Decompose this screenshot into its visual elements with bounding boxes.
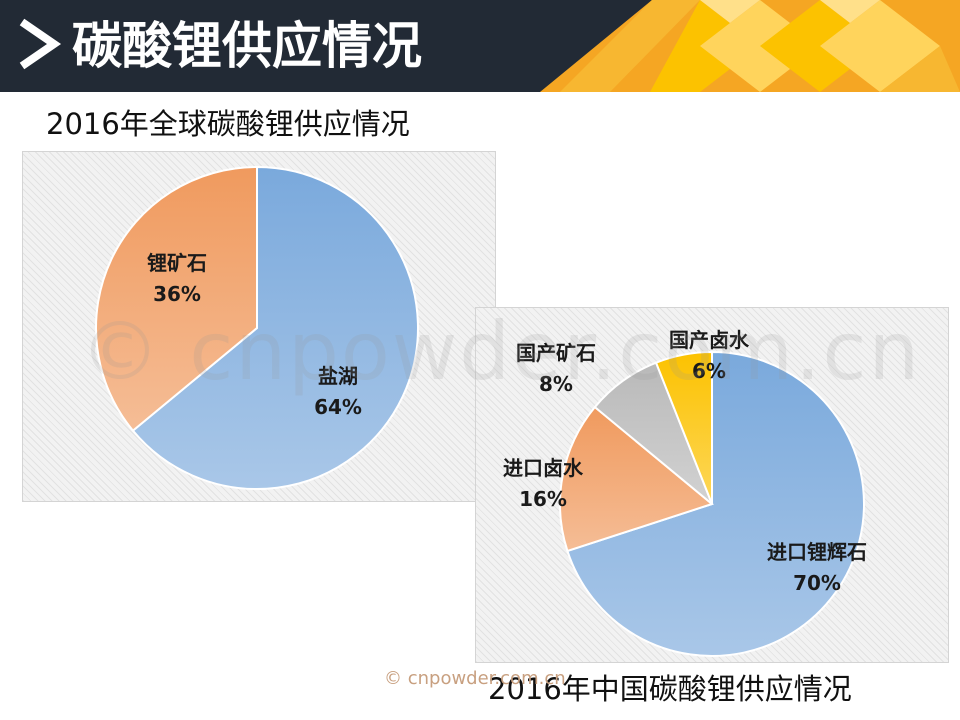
- chevron-right-icon: [19, 18, 62, 70]
- slice-label-进口卤水: 进口卤水: [503, 456, 584, 480]
- pie-slice-进口锂辉石: [566, 350, 865, 657]
- slice-value-盐湖: 64%: [314, 395, 362, 419]
- china-chart-title: 2016年中国碳酸锂供应情况: [488, 672, 852, 706]
- pie-slice-国产卤水: [654, 350, 713, 505]
- slice-value-锂矿石: 36%: [153, 282, 201, 306]
- header-banner: 碳酸锂供应情况: [0, 0, 960, 92]
- global-chart-title: 2016年全球碳酸锂供应情况: [46, 107, 410, 141]
- slice-value-国产卤水: 6%: [692, 359, 726, 383]
- slice-label-国产矿石: 国产矿石: [516, 341, 596, 365]
- pie-slice-锂矿石: [95, 165, 258, 433]
- header-divider: [0, 92, 960, 96]
- header-pattern: [540, 0, 960, 92]
- watermark: © cnpowder.com.cn: [80, 305, 922, 398]
- slice-value-进口锂辉石: 70%: [793, 571, 841, 595]
- page-title: 碳酸锂供应情况: [72, 17, 422, 75]
- slice-value-国产矿石: 8%: [539, 372, 573, 396]
- slice-label-锂矿石: 锂矿石: [147, 251, 207, 275]
- pie-slice-进口卤水: [559, 405, 715, 553]
- pie-slice-盐湖: [131, 165, 419, 490]
- slice-label-盐湖: 盐湖: [318, 364, 358, 388]
- slice-value-进口卤水: 16%: [519, 487, 567, 511]
- slice-label-进口锂辉石: 进口锂辉石: [767, 540, 867, 564]
- footer-credit: © cnpowder.com.cn: [384, 668, 566, 689]
- slice-label-国产卤水: 国产卤水: [669, 328, 750, 352]
